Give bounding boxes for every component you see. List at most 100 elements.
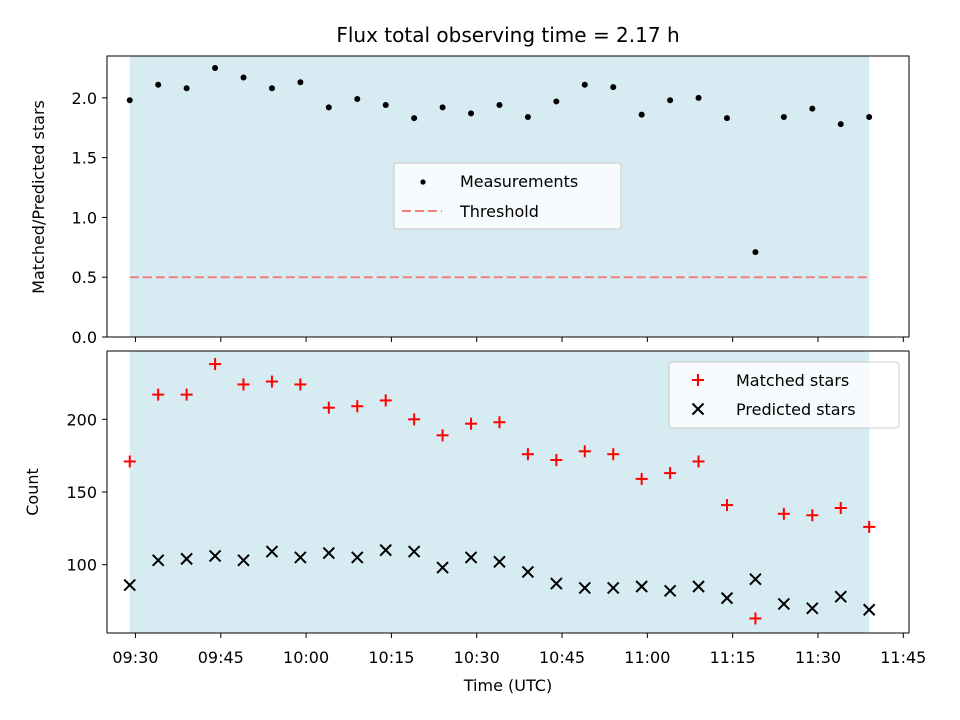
matched-point bbox=[578, 445, 591, 458]
measurement-point bbox=[581, 81, 588, 88]
predicted-point bbox=[180, 552, 193, 566]
threshold-legend-label: Threshold bbox=[459, 202, 539, 221]
matched-point bbox=[322, 401, 335, 414]
top-x-ticks bbox=[134, 337, 904, 342]
predicted-point bbox=[151, 554, 165, 567]
matched-point bbox=[436, 429, 449, 442]
measurement-point bbox=[553, 98, 560, 105]
measurement-point bbox=[468, 110, 475, 117]
matched-legend-marker bbox=[692, 374, 704, 386]
bottom-legend: Matched stars Predicted stars bbox=[668, 361, 900, 429]
bottom-plot-frame bbox=[106, 350, 910, 634]
predicted-legend-label: Predicted stars bbox=[736, 400, 856, 419]
top-y-tick-label: 0.5 bbox=[72, 268, 97, 287]
predicted-point bbox=[379, 543, 392, 557]
matched-point bbox=[607, 448, 620, 461]
predicted-point bbox=[777, 597, 791, 611]
measurement-point bbox=[297, 79, 304, 86]
bottom-y-ticks: 100 150 200 bbox=[66, 410, 107, 575]
measurement-points bbox=[126, 64, 873, 256]
measurement-point bbox=[212, 64, 219, 71]
measurement-point bbox=[439, 104, 446, 111]
top-y-ticks: 0.0 0.5 1.0 1.5 2.0 bbox=[72, 89, 107, 347]
predicted-points bbox=[123, 543, 876, 616]
matched-point bbox=[294, 378, 307, 391]
matched-point bbox=[237, 378, 250, 391]
measurements-legend-label: Measurements bbox=[460, 172, 578, 191]
predicted-point bbox=[607, 581, 620, 595]
bottom-legend-box bbox=[668, 361, 900, 429]
top-legend-box bbox=[393, 162, 622, 230]
bottom-y-tick-label: 150 bbox=[66, 483, 97, 502]
predicted-point bbox=[720, 591, 734, 605]
matched-point bbox=[692, 455, 705, 468]
measurement-point bbox=[126, 97, 133, 104]
x-tick-label: 10:30 bbox=[454, 648, 500, 667]
measurement-point bbox=[638, 111, 645, 118]
top-y-tick-label: 2.0 bbox=[72, 89, 97, 108]
bottom-x-ticks: 09:30 09:45 10:00 10:15 10:30 10:45 11:00 11:15… bbox=[112, 633, 926, 667]
top-panel: 0.00.51.01.52.0 Matched/Predicted stars … bbox=[29, 55, 910, 347]
predicted-point bbox=[692, 580, 705, 593]
x-tick-label: 10:45 bbox=[539, 648, 585, 667]
measurement-point bbox=[780, 113, 787, 120]
predicted-point bbox=[578, 581, 591, 595]
matched-point bbox=[806, 509, 819, 522]
x-tick-label: 11:45 bbox=[880, 648, 926, 667]
matched-legend-plus bbox=[692, 374, 704, 386]
matched-point bbox=[152, 388, 165, 401]
predicted-point bbox=[351, 551, 364, 564]
predicted-point bbox=[322, 546, 336, 560]
x-tick-label: 11:00 bbox=[624, 648, 670, 667]
predicted-point bbox=[294, 551, 307, 564]
measurement-point bbox=[155, 81, 162, 88]
measurement-point bbox=[183, 85, 190, 92]
x-tick-label: 09:30 bbox=[112, 648, 158, 667]
predicted-point bbox=[550, 577, 563, 590]
matched-point bbox=[550, 454, 563, 467]
predicted-point bbox=[237, 554, 250, 567]
matched-legend-label: Matched stars bbox=[736, 371, 849, 390]
predicted-point bbox=[407, 545, 421, 558]
predicted-point bbox=[749, 573, 762, 586]
matched-point bbox=[863, 520, 876, 533]
matched-point bbox=[749, 612, 762, 625]
predicted-point bbox=[834, 590, 847, 603]
predicted-point bbox=[635, 580, 648, 593]
matched-point bbox=[777, 507, 790, 520]
measurement-point bbox=[240, 74, 247, 81]
matched-point bbox=[209, 358, 222, 371]
measurement-point bbox=[524, 113, 531, 120]
matched-point bbox=[635, 472, 648, 485]
x-tick-label: 11:30 bbox=[795, 648, 841, 667]
matched-point bbox=[379, 394, 392, 407]
measurement-point bbox=[354, 96, 361, 103]
predicted-point bbox=[436, 561, 449, 574]
matched-point bbox=[834, 501, 847, 514]
measurement-point bbox=[837, 121, 844, 128]
predicted-point bbox=[663, 584, 677, 598]
top-y-axis-label: Matched/Predicted stars bbox=[29, 100, 48, 294]
predicted-legend-marker bbox=[691, 402, 705, 416]
matched-point bbox=[265, 375, 278, 388]
predicted-point bbox=[265, 545, 279, 558]
matched-point bbox=[493, 416, 506, 429]
top-legend: Measurements Threshold bbox=[393, 162, 622, 230]
measurement-point bbox=[325, 104, 332, 111]
matched-point bbox=[465, 417, 478, 430]
matched-point bbox=[664, 467, 677, 480]
measurements-legend-marker bbox=[420, 179, 426, 185]
measurement-point bbox=[268, 85, 275, 92]
matched-points bbox=[123, 358, 876, 625]
chart-title: Flux total observing time = 2.17 h bbox=[336, 23, 679, 47]
matched-point bbox=[180, 388, 193, 401]
measurement-point bbox=[723, 115, 730, 122]
x-tick-label: 10:00 bbox=[283, 648, 329, 667]
predicted-legend-cross bbox=[691, 402, 705, 416]
bottom-y-tick-label: 200 bbox=[66, 410, 97, 429]
bottom-y-axis-label: Count bbox=[23, 468, 42, 516]
predicted-point bbox=[123, 578, 136, 592]
matched-point bbox=[521, 448, 534, 461]
measurement-point bbox=[610, 84, 617, 91]
